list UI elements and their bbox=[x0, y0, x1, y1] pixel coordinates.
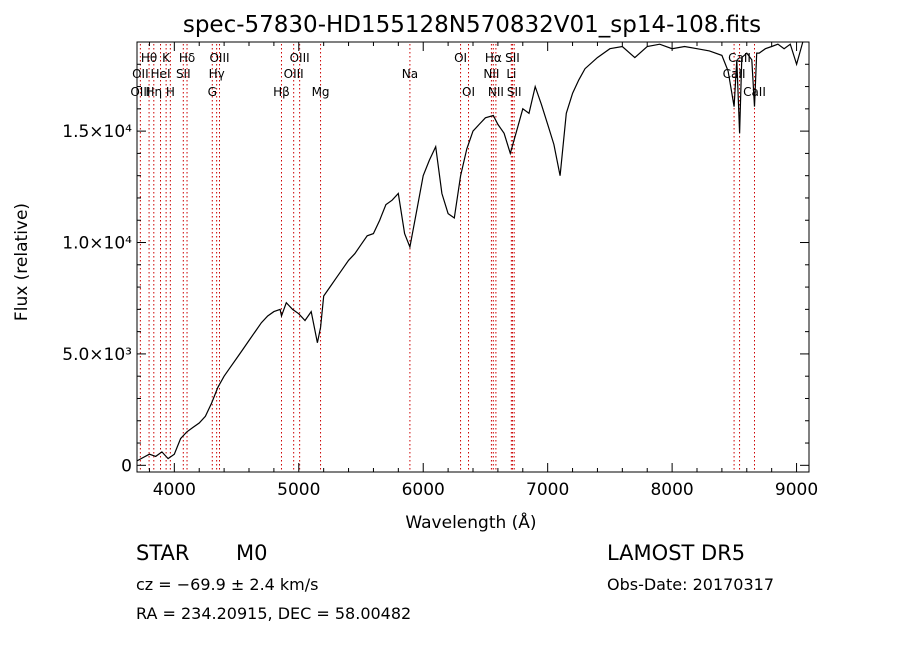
x-axis-label: Wavelength (Å) bbox=[405, 511, 536, 533]
spectral-line-label: NII bbox=[488, 85, 504, 99]
x-tick-label: 8000 bbox=[650, 480, 693, 500]
y-axis-ticks: 0 5.0×10³ 1.0×10⁴ 1.5×10⁴ bbox=[62, 63, 809, 476]
spectral-line-label: SII bbox=[505, 51, 520, 65]
spectral-line-label: OII bbox=[132, 67, 149, 81]
x-tick-label: 7000 bbox=[526, 480, 569, 500]
spectral-line-label: NII bbox=[483, 67, 499, 81]
spectral-line-label: Mg bbox=[312, 85, 330, 99]
spectral-line-label: Hδ bbox=[179, 51, 195, 65]
spectral-line-label: Hβ bbox=[273, 85, 290, 99]
spectral-line-label: Li bbox=[506, 67, 516, 81]
object-class: STAR bbox=[136, 541, 189, 565]
chart-title: spec-57830-HD155128N570832V01_sp14-108.f… bbox=[183, 12, 761, 38]
spectral-line-label: Hθ bbox=[141, 51, 157, 65]
observation-date: Obs-Date: 20170317 bbox=[607, 575, 774, 594]
spectral-line-label: Na bbox=[402, 67, 418, 81]
survey-name: LAMOST DR5 bbox=[607, 541, 745, 565]
x-tick-label: 9000 bbox=[775, 480, 818, 500]
radial-velocity: cz = −69.9 ± 2.4 km/s bbox=[136, 575, 319, 594]
spectral-line-label: OIII bbox=[209, 51, 229, 65]
x-axis-ticks: 4000 5000 6000 7000 8000 9000 bbox=[148, 42, 818, 500]
y-tick-label: 1.5×10⁴ bbox=[62, 122, 132, 142]
spectral-line-label: CaII bbox=[743, 85, 766, 99]
spectral-line-label: K bbox=[162, 51, 171, 65]
plot-frame bbox=[136, 41, 810, 473]
y-axis-label: Flux (relative) bbox=[12, 203, 32, 321]
spectral-line-label: OIII bbox=[284, 67, 304, 81]
spectral-line-label: SII bbox=[176, 67, 191, 81]
spectral-line-label: OI bbox=[462, 85, 475, 99]
spectral-line-label: OI bbox=[454, 51, 467, 65]
spectrum-line bbox=[136, 41, 804, 462]
spectral-line-label: OIII bbox=[130, 85, 150, 99]
spectral-line-label: SII bbox=[507, 85, 522, 99]
y-tick-label: 0 bbox=[121, 456, 132, 476]
spectral-line-label: CaII bbox=[723, 67, 746, 81]
coordinates: RA = 234.20915, DEC = 58.00482 bbox=[136, 604, 411, 623]
spectral-line-label: H bbox=[166, 85, 175, 99]
spectral-line-markers bbox=[139, 44, 755, 472]
spectral-line-label: OIII bbox=[290, 51, 310, 65]
spectral-line-label: G bbox=[208, 85, 217, 99]
spectral-line-label: Hγ bbox=[209, 67, 225, 81]
spectral-line-label: HeI bbox=[151, 67, 171, 81]
y-tick-label: 1.0×10⁴ bbox=[62, 234, 132, 254]
x-tick-label: 6000 bbox=[402, 480, 445, 500]
x-tick-label: 4000 bbox=[153, 480, 196, 500]
object-subclass: M0 bbox=[236, 541, 267, 565]
y-tick-label: 5.0×10³ bbox=[62, 345, 132, 365]
spectral-line-label: Hα bbox=[485, 51, 502, 65]
spectral-line-label: Hη bbox=[145, 85, 162, 99]
x-tick-label: 5000 bbox=[277, 480, 320, 500]
